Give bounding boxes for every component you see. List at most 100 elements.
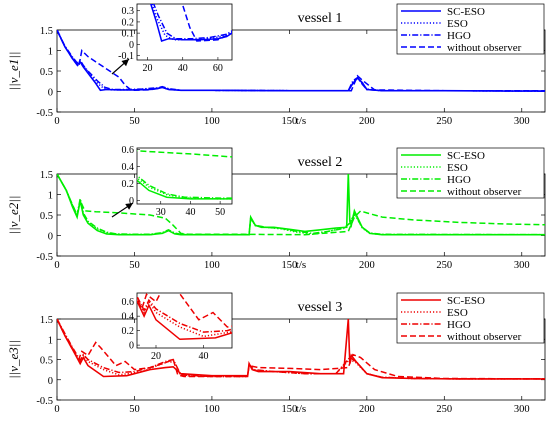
y-tick-label: 0 (48, 232, 53, 243)
inset-series-line (151, 4, 232, 41)
inset-x-tick-label: 30 (156, 207, 166, 218)
inset-x-tick-label: 20 (151, 351, 161, 362)
inset-y-tick-label: 0.2 (122, 326, 135, 337)
x-tick-label: 250 (436, 116, 452, 127)
zoom-arrowhead (125, 203, 133, 210)
x-tick-label: 100 (204, 260, 220, 271)
y-tick-label: 1 (48, 47, 53, 58)
x-tick-label: 0 (54, 260, 59, 271)
inset-y-tick-label: 0.2 (122, 179, 135, 190)
inset-y-tick-label: 0.6 (122, 145, 135, 156)
y-tick-label: 1.5 (40, 315, 53, 326)
legend-entry: HGO (447, 174, 471, 186)
inset-area (136, 147, 233, 205)
inset-y-tick-label: 0 (129, 40, 134, 51)
x-tick-label: 0 (54, 404, 59, 415)
y-tick-label: -0.5 (36, 252, 53, 263)
series-line-eso (57, 30, 545, 92)
inset-y-tick-label: 0.6 (122, 297, 135, 308)
x-tick-label: 150 (282, 404, 298, 415)
y-axis-label: ||v_e2|| (6, 196, 21, 235)
x-tick-label: 50 (129, 260, 140, 271)
inset-y-tick-label: 0.1 (122, 29, 135, 40)
x-tick-label: 200 (359, 260, 375, 271)
y-axis-label: ||v_e3|| (6, 340, 21, 379)
y-axis-label: ||v_e1|| (6, 52, 21, 91)
y-tick-label: 1.5 (40, 26, 53, 37)
x-tick-label: 250 (436, 404, 452, 415)
legend-entry: without observer (447, 186, 522, 198)
legend-box (396, 3, 545, 55)
y-tick-label: 1 (48, 191, 53, 202)
legend-entry: ESO (447, 18, 468, 30)
inset-series-line (137, 293, 232, 328)
x-tick-label: 150 (282, 260, 298, 271)
x-axis-label: t/s (296, 403, 306, 415)
series-line-hgo (57, 30, 545, 92)
x-tick-label: 300 (514, 260, 530, 271)
y-tick-label: 1.5 (40, 170, 53, 181)
panel-title: vessel 2 (298, 155, 343, 170)
series-line-without-observer (57, 174, 545, 236)
legend-entry: HGO (447, 319, 471, 331)
inset-y-tick-label: 0.4 (122, 312, 135, 323)
legend-entry: without observer (447, 331, 522, 343)
inset-x-tick-label: 60 (213, 63, 223, 74)
y-tick-label: 1 (48, 335, 53, 346)
x-tick-label: 50 (129, 116, 140, 127)
x-tick-label: 250 (436, 260, 452, 271)
y-tick-label: 0.5 (40, 356, 53, 367)
x-axis-label: t/s (296, 115, 306, 127)
legend-entry: ESO (447, 307, 468, 319)
x-tick-label: 200 (359, 404, 375, 415)
series-line-eso (57, 319, 545, 380)
inset-x-tick-label: 20 (143, 63, 153, 74)
x-tick-label: 300 (514, 116, 530, 127)
x-tick-label: 300 (514, 404, 530, 415)
inset-x-tick-label: 50 (215, 207, 225, 218)
legend-entry: ESO (447, 162, 468, 174)
panel-title: vessel 3 (298, 300, 343, 315)
y-tick-label: 0.5 (40, 67, 53, 78)
x-tick-label: 100 (204, 404, 220, 415)
inset-y-tick-label: 0.3 (122, 6, 135, 17)
inset-plot: 20 40 60 0.30.20.10-0.1 (118, 3, 233, 74)
legend-box (396, 292, 545, 344)
y-tick-label: 0 (48, 88, 53, 99)
inset-series-line (137, 299, 232, 341)
legend-entry: HGO (447, 30, 471, 42)
panel-title: vessel 1 (298, 11, 343, 26)
panel-1: 0 50 100 150 200 250 3001.510.50-0.5t/s||v_e1|… (6, 3, 546, 127)
inset-y-tick-label: -0.1 (118, 51, 134, 62)
legend-entry: SC-ESO (447, 6, 485, 18)
inset-series-line (149, 4, 232, 42)
inset-y-tick-label: 0 (129, 196, 134, 207)
series-line-without-observer (57, 30, 545, 92)
inset-plot: 20 40 0.6 0.4 0.2 0 (122, 292, 233, 362)
inset-y-tick-label: 0 (129, 341, 134, 352)
panel-2: 0 50 100 150 200 250 3001.510.50-0.5t/s||v_e2|… (6, 145, 546, 271)
x-tick-label: 0 (54, 116, 59, 127)
inset-area (136, 3, 233, 61)
legend-entry: SC-ESO (447, 150, 485, 162)
inset-x-tick-label: 40 (178, 63, 188, 74)
inset-y-tick-label: 0.2 (122, 17, 135, 28)
panel-3: 0 50 100 150 200 250 3001.510.50-0.5t/s||v_e3|… (6, 292, 546, 415)
x-axis-label: t/s (296, 259, 306, 271)
inset-y-tick-label: 0.4 (122, 162, 135, 173)
x-tick-label: 150 (282, 116, 298, 127)
inset-x-tick-label: 40 (199, 351, 209, 362)
y-tick-label: -0.5 (36, 396, 53, 407)
x-tick-label: 200 (359, 116, 375, 127)
inset-x-tick-label: 40 (185, 207, 195, 218)
legend-entry: without observer (447, 42, 522, 54)
inset-series-line (152, 4, 232, 40)
y-tick-label: 0.5 (40, 211, 53, 222)
inset-series-line (137, 296, 232, 338)
series-line-hgo (57, 174, 545, 236)
series-line-without-observer (57, 319, 545, 380)
legend-box (396, 147, 545, 199)
inset-series-line (181, 4, 232, 42)
x-tick-label: 100 (204, 116, 220, 127)
